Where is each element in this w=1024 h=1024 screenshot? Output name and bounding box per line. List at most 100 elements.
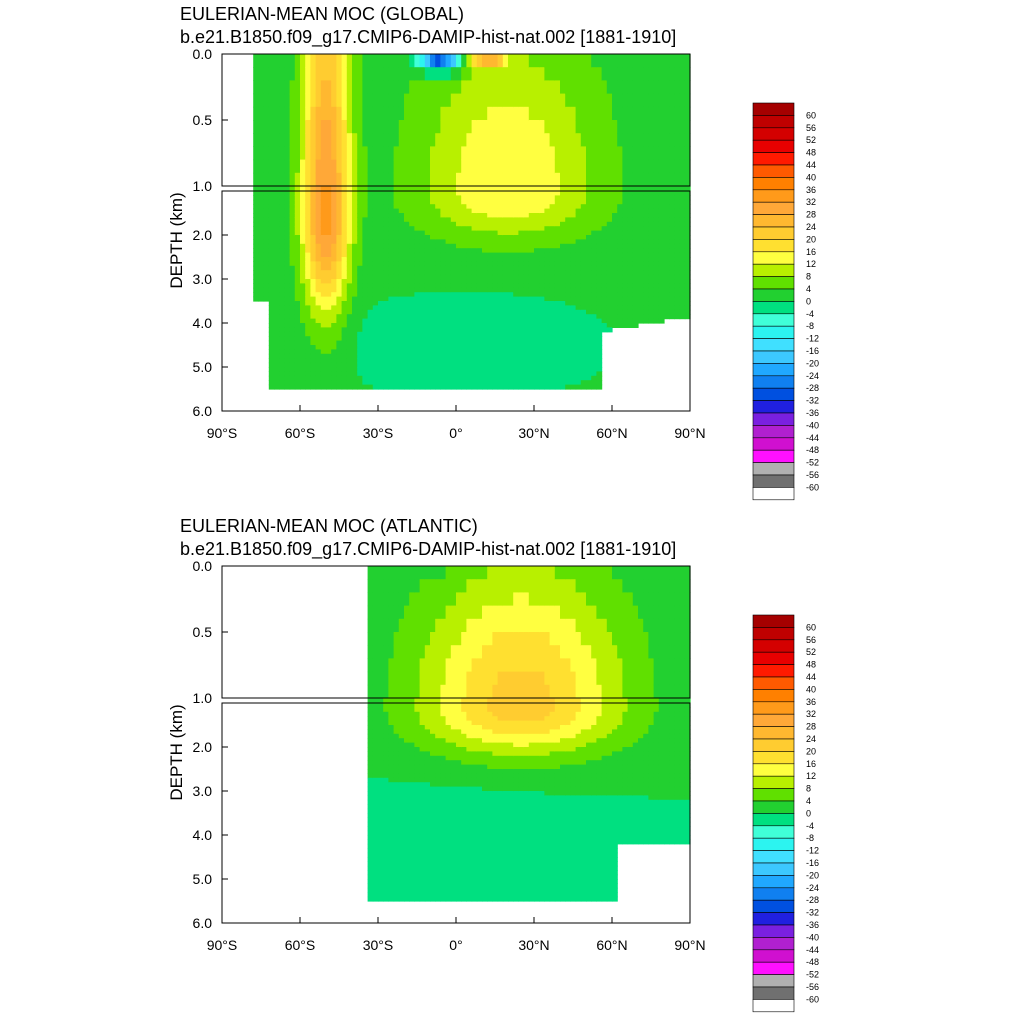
moc-cell <box>502 80 509 95</box>
moc-cell <box>258 279 265 284</box>
moc-cell <box>440 265 447 271</box>
moc-cell <box>518 199 525 205</box>
moc-cell <box>398 239 405 245</box>
moc-cell <box>305 106 311 121</box>
moc-cell <box>268 323 275 328</box>
moc-cell <box>419 592 426 607</box>
moc-cell <box>331 274 337 280</box>
moc-cell <box>294 287 301 293</box>
moc-cell <box>300 380 306 386</box>
moc-cell <box>310 172 317 187</box>
moc-cell <box>388 301 395 306</box>
moc-cell <box>289 204 296 210</box>
moc-cell <box>560 133 566 147</box>
moc-cell <box>274 221 280 227</box>
moc-cell <box>570 120 577 134</box>
moc-cell <box>414 292 421 298</box>
moc-cell <box>450 159 457 174</box>
moc-cell <box>435 371 441 377</box>
moc-cell <box>679 296 686 302</box>
moc-cell <box>565 235 571 240</box>
moc-cell <box>658 283 665 289</box>
moc-cell <box>409 645 415 659</box>
moc-cell <box>487 331 493 337</box>
moc-cell <box>274 301 280 306</box>
moc-cell <box>580 248 587 254</box>
moc-cell <box>664 67 670 81</box>
moc-cell <box>357 67 363 81</box>
moc-cell <box>580 331 587 337</box>
moc-cell <box>653 314 660 320</box>
moc-cell <box>523 336 530 342</box>
moc-cell <box>586 221 592 227</box>
moc-cell <box>643 221 649 227</box>
moc-cell <box>554 309 561 315</box>
moc-cell <box>289 270 296 276</box>
moc-cell <box>674 292 681 298</box>
moc-cell <box>430 336 436 342</box>
moc-cell <box>320 301 327 306</box>
moc-cell <box>580 199 587 205</box>
moc-cell <box>424 106 431 121</box>
moc-cell <box>315 314 322 320</box>
moc-cell <box>341 217 348 223</box>
moc-cell <box>679 265 686 271</box>
moc-cell <box>601 213 608 218</box>
moc-cell <box>336 296 343 302</box>
moc-cell <box>461 336 467 342</box>
moc-cell <box>320 199 327 205</box>
moc-cell <box>388 235 395 240</box>
moc-cell <box>398 887 405 893</box>
moc-cell <box>554 274 561 280</box>
moc-cell <box>310 235 317 240</box>
moc-cell <box>300 353 306 359</box>
moc-cell <box>487 323 493 328</box>
moc-cell <box>315 230 322 236</box>
moc-cell <box>404 301 410 306</box>
moc-cell <box>617 283 623 289</box>
moc-cell <box>279 287 285 293</box>
moc-cell <box>513 380 519 386</box>
moc-cell <box>274 270 280 276</box>
moc-cell <box>372 93 379 108</box>
moc-cell <box>554 261 561 267</box>
moc-cell <box>632 146 639 161</box>
moc-cell <box>497 380 504 386</box>
moc-cell <box>320 230 327 236</box>
moc-cell <box>528 133 535 147</box>
moc-cell <box>424 358 431 364</box>
moc-cell <box>440 371 447 377</box>
moc-cell <box>565 208 571 214</box>
moc-cell <box>300 159 306 174</box>
moc-cell <box>450 309 457 315</box>
moc-cell <box>554 54 561 68</box>
moc-cell <box>466 314 473 320</box>
moc-cell <box>378 199 384 205</box>
moc-cell <box>404 296 410 302</box>
moc-cell <box>435 239 441 245</box>
moc-cell <box>487 287 493 293</box>
moc-cell <box>664 217 670 223</box>
moc-cell <box>669 217 675 223</box>
moc-cell <box>253 195 259 201</box>
moc-cell <box>315 287 322 293</box>
moc-cell <box>591 318 597 324</box>
moc-cell <box>461 208 467 214</box>
moc-cell <box>357 226 363 232</box>
moc-cell <box>648 172 655 187</box>
moc-cell <box>258 287 265 293</box>
moc-cell <box>326 331 332 337</box>
moc-cell <box>372 579 379 593</box>
moc-cell <box>508 204 514 210</box>
moc-cell <box>263 292 270 298</box>
moc-cell <box>274 345 280 350</box>
moc-cell <box>570 217 577 223</box>
moc-cell <box>352 80 358 95</box>
moc-cell <box>497 270 504 276</box>
moc-cell <box>674 265 681 271</box>
moc-cell <box>482 208 488 214</box>
moc-cell <box>534 257 540 262</box>
moc-cell <box>591 67 597 81</box>
moc-cell <box>591 235 597 240</box>
moc-cell <box>300 331 306 337</box>
